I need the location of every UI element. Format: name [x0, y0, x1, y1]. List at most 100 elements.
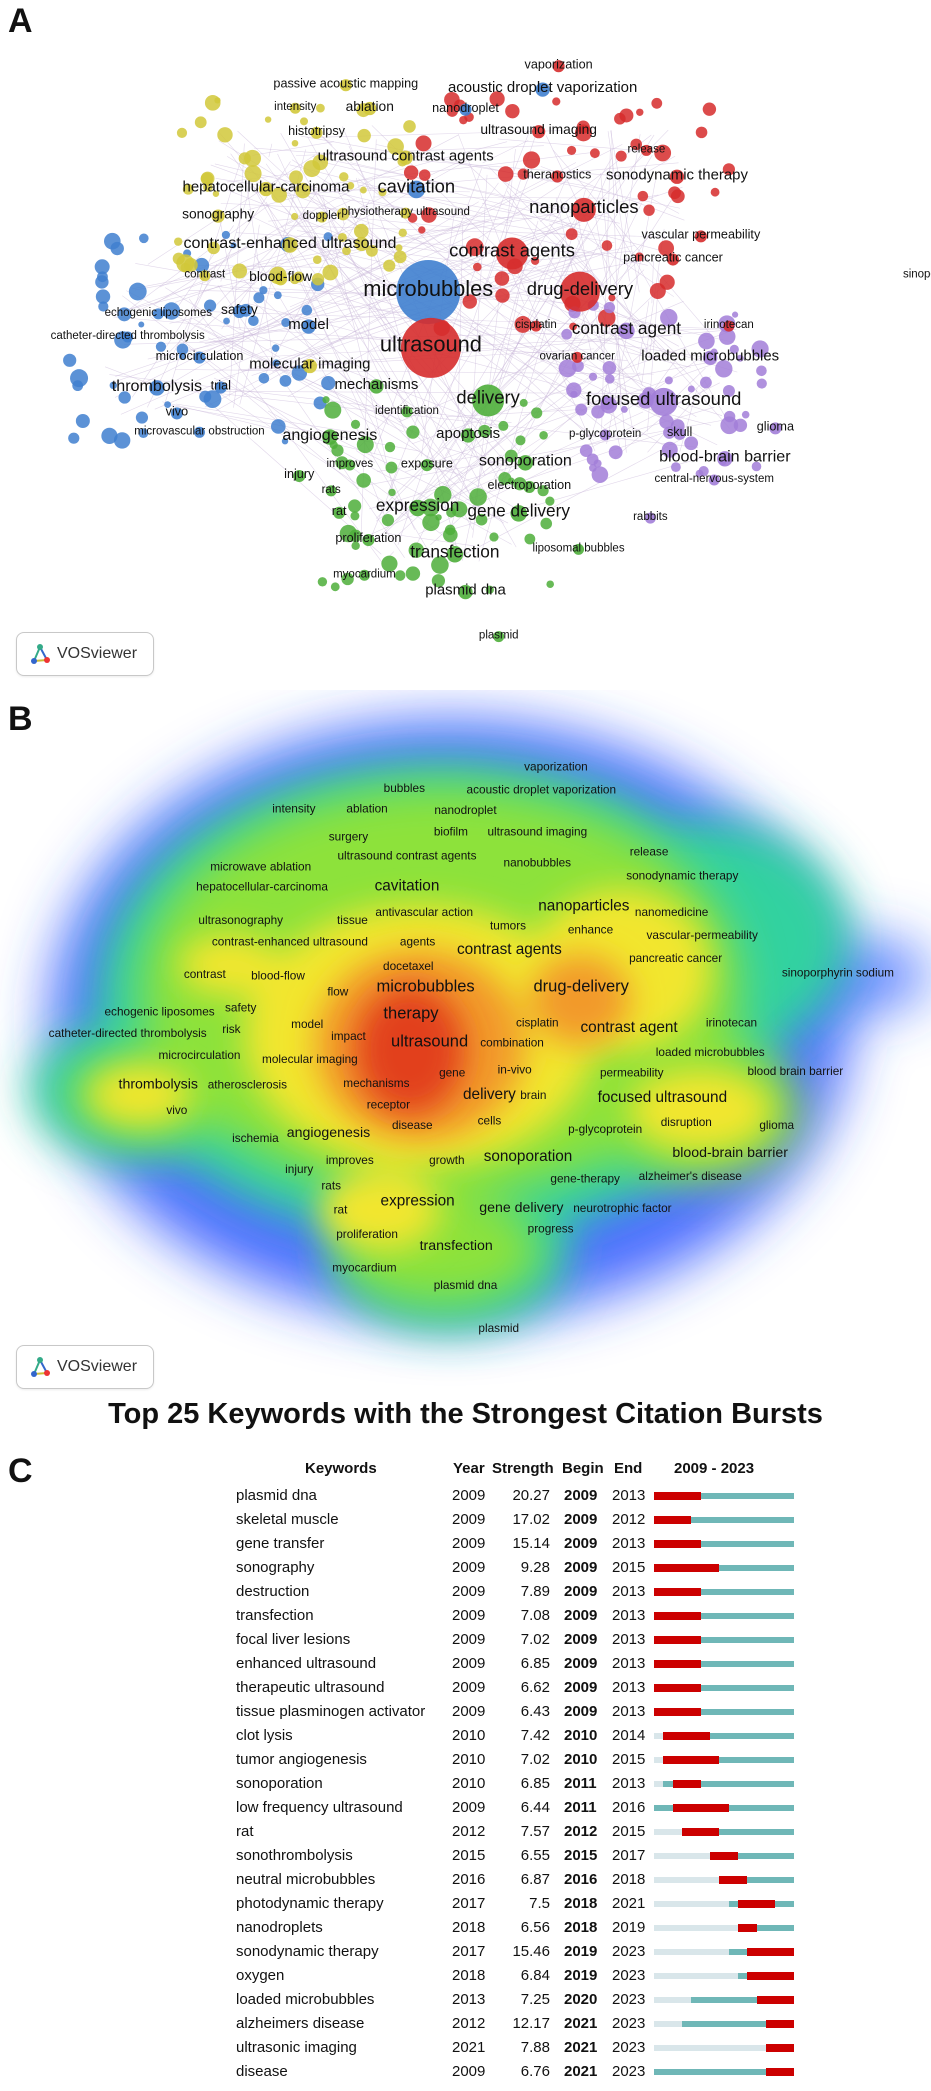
network-node: [589, 148, 600, 159]
network-node: [756, 378, 767, 389]
burst-strength: 6.43: [520, 1703, 550, 1720]
network-node: [600, 396, 618, 414]
network-link: [277, 153, 411, 443]
burst-bar-inactive: [654, 1829, 682, 1835]
network-link: [604, 362, 707, 382]
network-node-irinotecan: [723, 320, 735, 332]
network-node: [539, 431, 548, 440]
network-label: blood-brain barrier: [659, 448, 791, 466]
burst-bar-burst: [682, 1828, 720, 1836]
network-link: [446, 407, 614, 418]
network-link: [278, 183, 420, 417]
burst-begin: 2018: [564, 1919, 598, 1936]
network-node: [259, 286, 268, 295]
network-node: [253, 292, 265, 304]
network-label: skull: [667, 425, 692, 439]
burst-strength: 15.14: [512, 1535, 550, 1552]
network-node: [558, 359, 577, 378]
network-node: [223, 317, 230, 325]
network-link: [220, 202, 532, 220]
network-label: rats: [322, 484, 341, 496]
network-node: [431, 574, 446, 588]
network-label: contrast agents: [449, 240, 575, 261]
burst-strength: 15.46: [512, 1943, 550, 1960]
burst-year: 2010: [452, 1775, 486, 1792]
burst-keyword: sonography: [236, 1559, 315, 1576]
burst-year: 2015: [452, 1847, 486, 1864]
network-node: [668, 186, 681, 200]
network-label: acoustic droplet vaporization: [448, 79, 637, 96]
burst-row: plasmid dna 2009 20.27 2009 2013: [230, 1484, 870, 1508]
density-label: nanoparticles: [538, 898, 630, 915]
network-node-passive-acoustic-mapping: [339, 79, 352, 92]
network-node: [200, 171, 215, 186]
network-link: [607, 131, 630, 282]
burst-keyword: plasmid dna: [236, 1487, 317, 1504]
network-label: pancreatic cancer: [623, 251, 723, 265]
burst-begin: 2021: [564, 2039, 598, 2056]
network-node: [736, 354, 744, 362]
network-link: [327, 214, 462, 229]
burst-bar-burst: [654, 1564, 720, 1572]
network-node: [291, 212, 299, 221]
network-label: contrast agent: [572, 318, 682, 338]
network-link: [252, 141, 335, 156]
network-node: [350, 419, 361, 429]
network-node: [322, 264, 339, 281]
network-node: [670, 462, 681, 473]
burst-bar-active: [654, 1565, 794, 1571]
network-link: [478, 189, 586, 562]
burst-row: disease 2009 6.76 2021 2023: [230, 2060, 870, 2084]
burst-row: rat 2012 7.57 2012 2015: [230, 1820, 870, 1844]
network-node: [230, 242, 237, 249]
burst-bar-burst: [654, 1492, 701, 1500]
burst-row: sonodynamic therapy 2017 15.46 2019 2023: [230, 1940, 870, 1964]
network-node: [485, 585, 494, 594]
network-label: myocardium: [333, 568, 396, 580]
network-link: [206, 391, 698, 448]
network-node: [540, 517, 553, 530]
burst-keyword: tumor angiogenesis: [236, 1751, 367, 1768]
network-node: [139, 233, 149, 244]
network-link: [360, 139, 377, 534]
network-link: [650, 347, 685, 395]
burst-strength: 6.76: [520, 2063, 550, 2080]
network-node: [569, 322, 578, 331]
density-label: blood-brain barrier: [672, 1145, 788, 1161]
network-link: [147, 154, 316, 265]
network-link: [162, 401, 456, 474]
network-node-vivo: [170, 407, 183, 420]
density-label: sinoporphyrin sodium: [782, 966, 894, 980]
network-node: [398, 228, 407, 237]
burst-strength: 6.85: [520, 1775, 550, 1792]
network-node: [498, 420, 509, 431]
network-node: [217, 127, 233, 143]
burst-bar-active: [654, 1661, 794, 1667]
density-label: nanobubbles: [504, 855, 572, 869]
density-label: vivo: [166, 1103, 187, 1117]
network-node: [381, 555, 398, 572]
network-node-exposure: [420, 459, 433, 472]
network-node: [695, 126, 708, 139]
network-node-theranostics: [551, 170, 564, 183]
network-label: passive acoustic mapping: [273, 76, 418, 90]
density-label: docetaxel: [383, 959, 434, 973]
burst-bar-burst: [738, 1924, 757, 1932]
burst-row: tissue plasminogen activator 2009 6.43 2009…: [230, 1700, 870, 1724]
network-node: [472, 262, 482, 272]
burst-strength: 6.56: [520, 1919, 550, 1936]
network-node: [138, 321, 145, 328]
network-node: [700, 376, 712, 389]
network-node: [415, 135, 432, 152]
burst-keyword: sonothrombolysis: [236, 1847, 353, 1864]
burst-bar-burst: [654, 1516, 692, 1524]
network-node: [497, 166, 514, 182]
network-node: [164, 401, 171, 409]
density-label: cells: [478, 1114, 502, 1128]
density-label: delivery: [463, 1086, 516, 1103]
density-label: in-vivo: [498, 1063, 533, 1077]
network-node: [531, 256, 540, 265]
density-label: sonoporation: [484, 1148, 573, 1165]
network-node: [393, 250, 407, 264]
network-label: vivo: [166, 405, 188, 419]
